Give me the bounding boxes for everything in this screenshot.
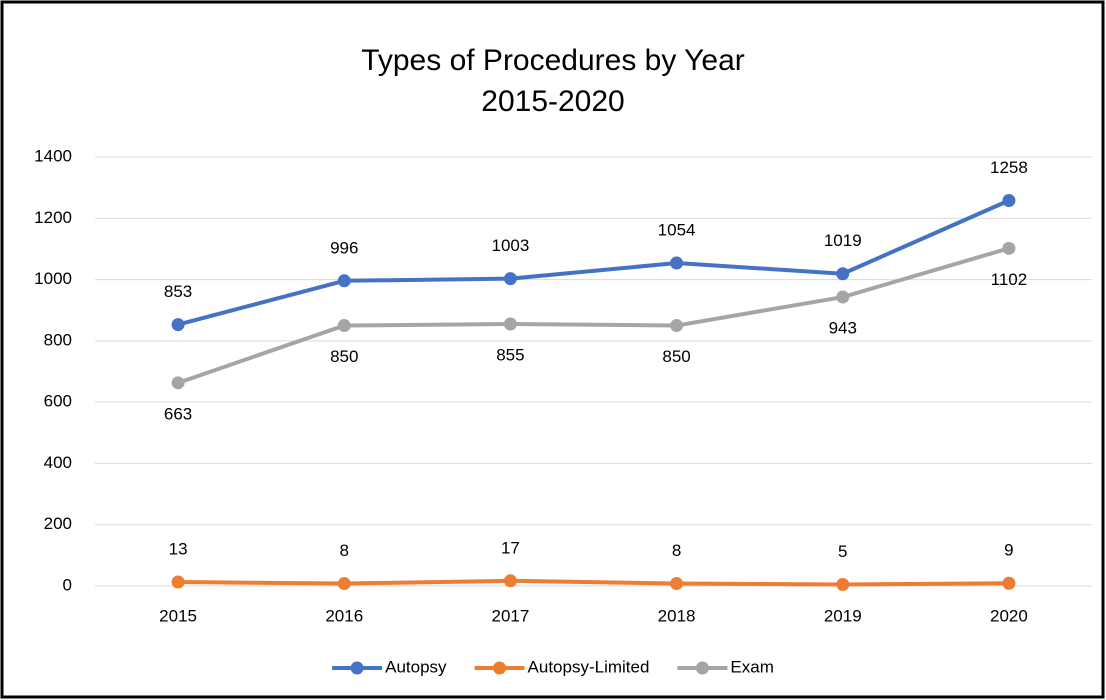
y-tick-label: 1000 (34, 269, 72, 288)
data-point (337, 319, 351, 333)
x-tick-label: 2015 (159, 606, 197, 625)
y-tick-label: 800 (44, 330, 72, 349)
y-tick-label: 200 (44, 514, 72, 533)
data-point (836, 577, 850, 591)
data-point (503, 317, 517, 331)
series-line (177, 246, 1010, 385)
data-point (337, 577, 351, 591)
legend-marker (695, 661, 709, 675)
y-tick-label: 1200 (34, 208, 72, 227)
x-tick-label: 2019 (824, 606, 862, 625)
y-tick-label: 400 (44, 453, 72, 472)
data-label: 1003 (492, 236, 530, 255)
chart-title: Types of Procedures by Year (361, 44, 745, 77)
chart-subtitle: 2015-2020 (481, 85, 624, 118)
data-label: 5 (838, 542, 847, 561)
data-point (171, 376, 185, 390)
data-point (171, 575, 185, 589)
data-label: 17 (501, 538, 520, 557)
legend-marker (350, 661, 364, 675)
data-label: 1102 (991, 270, 1028, 289)
series-line (177, 198, 1010, 327)
legend-marker (493, 661, 507, 675)
data-point (503, 272, 517, 286)
data-point (836, 290, 850, 304)
y-tick-label: 1400 (34, 146, 72, 165)
series-line (178, 578, 1009, 587)
legend-label: Exam (730, 657, 773, 676)
data-point (1002, 576, 1016, 590)
data-label: 1054 (658, 221, 696, 240)
data-label: 996 (330, 238, 358, 257)
data-label: 8 (672, 541, 681, 560)
x-tick-label: 2020 (990, 606, 1028, 625)
data-point (503, 574, 517, 588)
data-label: 853 (164, 282, 192, 301)
data-point (1002, 241, 1016, 255)
data-point (670, 256, 684, 270)
data-label: 943 (829, 319, 857, 338)
x-tick-label: 2016 (325, 606, 363, 625)
data-point (1002, 194, 1016, 208)
data-label: 663 (164, 404, 192, 423)
x-tick-label: 2017 (492, 606, 530, 625)
data-point (670, 319, 684, 333)
y-tick-label: 0 (63, 575, 72, 594)
data-label: 850 (662, 347, 690, 366)
data-label: 13 (169, 540, 188, 559)
legend-label: Autopsy-Limited (528, 657, 650, 676)
data-label: 855 (496, 345, 524, 364)
legend: Autopsy Autopsy-Limited Exam (332, 657, 774, 676)
data-point (337, 274, 351, 288)
data-label: 9 (1004, 541, 1013, 560)
y-tick-label: 600 (44, 392, 72, 411)
data-point (836, 267, 850, 281)
data-label: 850 (330, 347, 358, 366)
data-label: 1258 (990, 158, 1028, 177)
legend-label: Autopsy (385, 657, 447, 676)
data-point (171, 318, 185, 332)
data-label: 1019 (824, 231, 862, 250)
data-label: 8 (340, 541, 349, 560)
data-point (670, 577, 684, 591)
x-tick-label: 2018 (658, 606, 696, 625)
